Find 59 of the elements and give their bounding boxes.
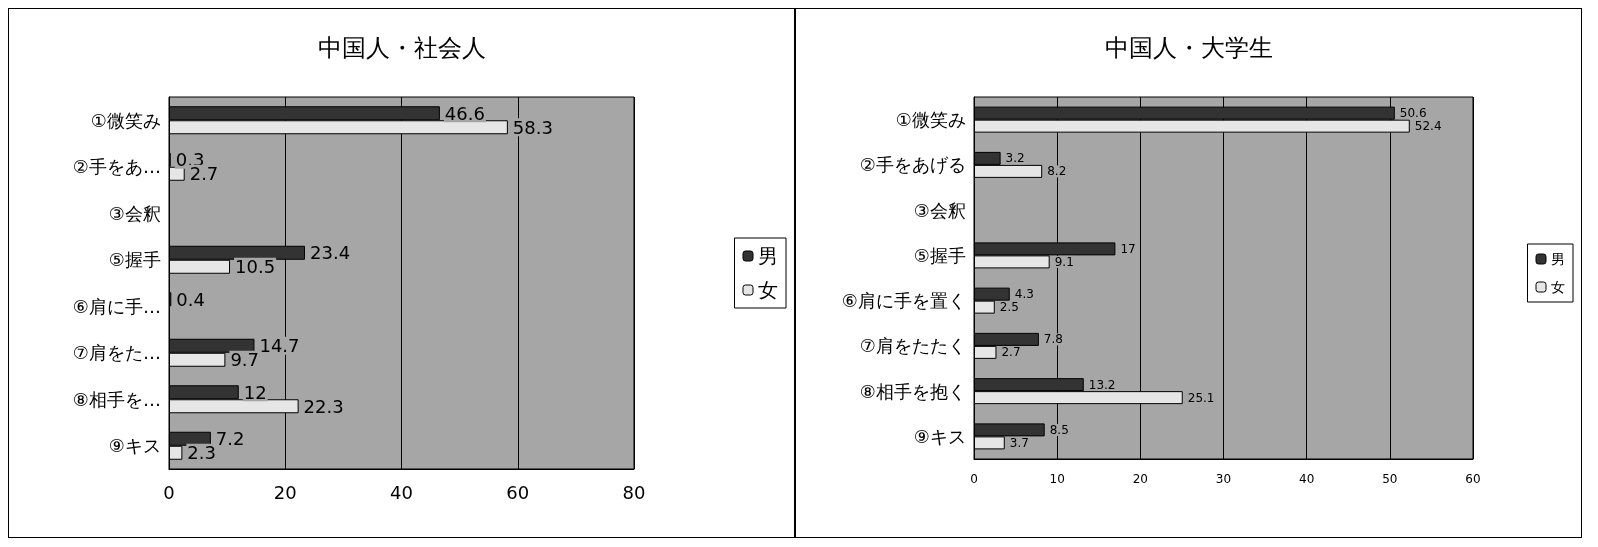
data-label: 50.6 (1399, 106, 1427, 121)
data-label: 23.4 (310, 242, 351, 264)
data-label: 3.7 (1009, 435, 1029, 450)
data-label: 9.1 (1054, 254, 1074, 269)
y-tick-label: ⑧相手を… (72, 388, 161, 410)
x-tick-label: 80 (622, 481, 646, 503)
x-tick-label: 30 (1215, 472, 1232, 486)
data-label: 9.7 (230, 349, 260, 371)
x-tick-label: 0 (970, 472, 978, 486)
data-label: 25.1 (1187, 390, 1215, 405)
x-tick-label: 0 (163, 481, 175, 503)
x-tick-label: 10 (1049, 472, 1065, 486)
data-label: 22.3 (303, 395, 344, 417)
data-label: 2.7 (1001, 345, 1021, 360)
y-tick-label: ⑨キス (108, 435, 161, 457)
y-tick-label: ⑦肩をたたく (859, 335, 966, 357)
y-tick-label: ⑥肩に手を置く (841, 290, 966, 312)
data-label: 52.4 (1414, 119, 1442, 134)
data-label: 2.5 (999, 300, 1019, 315)
data-label: 2.3 (187, 442, 217, 464)
y-tick-label: ③会釈 (913, 199, 966, 221)
data-label: 12 (243, 381, 267, 403)
chart-title: 中国人・社会人 (317, 34, 486, 62)
x-tick-label: 40 (1299, 472, 1315, 486)
legend-label: 女 (1551, 279, 1565, 295)
y-tick-label: ⑤握手 (913, 244, 966, 266)
legend-label: 女 (758, 278, 778, 302)
data-label: 7.8 (1043, 332, 1063, 347)
x-tick-label: 20 (273, 481, 297, 503)
y-tick-label: ⑤握手 (108, 249, 161, 271)
x-tick-label: 60 (1465, 472, 1481, 486)
data-label: 46.6 (444, 102, 485, 124)
data-label: 17 (1120, 241, 1136, 256)
data-label: 7.2 (215, 428, 245, 450)
legend-label: 男 (758, 244, 778, 268)
data-label: 8.5 (1049, 422, 1069, 437)
data-label: 13.2 (1088, 377, 1116, 392)
y-tick-label: ⑧相手を抱く (859, 380, 966, 402)
y-tick-label: ①微笑み (895, 109, 966, 131)
x-tick-label: 60 (506, 481, 530, 503)
legend-label: 男 (1551, 251, 1565, 267)
data-label: 58.3 (512, 116, 553, 138)
data-label: 10.5 (235, 256, 276, 278)
y-tick-label: ⑦肩をた… (72, 342, 161, 364)
chart-title: 中国人・大学生 (1104, 34, 1273, 62)
data-label: 8.2 (1047, 164, 1067, 179)
y-tick-label: ①微笑み (90, 109, 161, 131)
y-tick-label: ②手をあげる (859, 154, 966, 176)
data-label: 0.4 (176, 288, 205, 310)
data-label: 3.2 (1005, 151, 1025, 166)
y-tick-label: ③会釈 (108, 202, 161, 224)
x-tick-label: 20 (1132, 472, 1148, 486)
data-label: 14.7 (259, 335, 300, 357)
y-tick-label: ②手をあ… (72, 156, 161, 178)
x-tick-label: 50 (1382, 472, 1398, 486)
y-tick-label: ⑨キス (913, 425, 966, 447)
data-label: 4.3 (1014, 287, 1034, 302)
y-tick-label: ⑥肩に手… (72, 295, 161, 317)
x-tick-label: 40 (390, 481, 413, 503)
